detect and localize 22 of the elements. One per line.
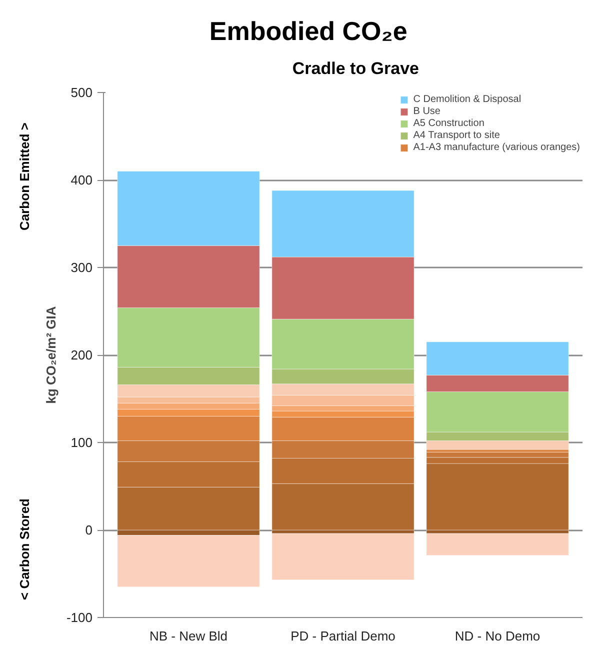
legend-label: A1-A3 manufacture (various oranges) [413,142,580,153]
y-axis-title: kg CO₂e/m² GIA [43,306,58,404]
chart-subtitle: Cradle to Grave [292,59,420,78]
chart-title: Embodied CO₂e [209,16,408,46]
y-tick-label: 100 [70,435,93,450]
y-tick-label: -100 [66,610,93,625]
y-tick-label: 0 [85,522,93,538]
y-tick-label: 400 [70,172,93,188]
x-tick-label: ND - No Demo [454,628,540,644]
legend-label: C Demolition & Disposal [413,94,522,105]
text: < Carbon Stored [17,498,32,600]
legend-label: A4 Transport to site [413,130,500,141]
y-tick-label: 200 [70,348,93,362]
legend-label: B Use [413,106,440,117]
x-tick-label: PD - Partial Demo [290,628,396,644]
y-tick-label: 300 [70,260,93,275]
bar [272,533,414,580]
text: Carbon Emitted > [17,122,32,230]
y-tick-label: 500 [70,85,93,100]
x-tick-label: NB - New Bld [149,628,228,644]
bar [426,533,569,556]
legend-label: A5 Construction [413,118,484,129]
